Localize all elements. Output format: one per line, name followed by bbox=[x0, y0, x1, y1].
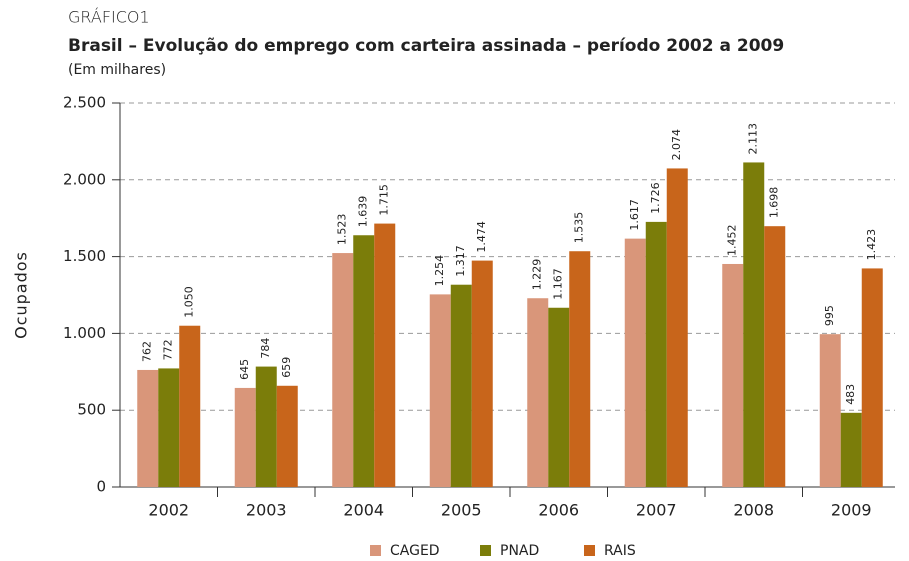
bar bbox=[840, 412, 862, 487]
bar bbox=[569, 251, 591, 487]
bar bbox=[527, 298, 549, 487]
bar bbox=[666, 168, 688, 487]
bar bbox=[450, 284, 472, 487]
value-label: 2.074 bbox=[670, 129, 683, 161]
value-label: 1.452 bbox=[726, 224, 739, 256]
value-label: 1.715 bbox=[378, 184, 391, 216]
legend-swatch bbox=[480, 545, 491, 556]
chart-kicker: GRÁFICO1 bbox=[68, 8, 150, 27]
bar bbox=[158, 368, 180, 487]
bar bbox=[471, 260, 493, 487]
y-tick-label: 2.500 bbox=[63, 94, 106, 112]
legend-label: PNAD bbox=[500, 543, 539, 559]
legend-swatch bbox=[584, 545, 595, 556]
legend-swatch bbox=[370, 545, 381, 556]
bar bbox=[429, 294, 451, 487]
bar bbox=[276, 385, 298, 487]
value-label: 483 bbox=[844, 384, 857, 405]
bar bbox=[332, 253, 354, 487]
bar bbox=[764, 226, 786, 487]
bar bbox=[137, 369, 159, 487]
value-label: 772 bbox=[162, 339, 175, 360]
bar bbox=[548, 307, 570, 487]
legend-label: RAIS bbox=[604, 543, 636, 559]
value-label: 1.317 bbox=[454, 245, 467, 277]
value-label: 645 bbox=[238, 359, 251, 380]
bar bbox=[819, 334, 841, 487]
value-label: 1.726 bbox=[649, 182, 662, 214]
bar bbox=[624, 238, 646, 487]
y-tick-label: 2.000 bbox=[63, 170, 106, 188]
value-label: 1.617 bbox=[628, 199, 641, 231]
value-label: 762 bbox=[141, 341, 154, 362]
value-label: 2.113 bbox=[747, 123, 760, 155]
chart-title: Brasil – Evolução do emprego com carteir… bbox=[68, 36, 784, 56]
bar bbox=[234, 387, 256, 487]
x-tick-label: 2002 bbox=[148, 501, 189, 520]
value-label: 659 bbox=[280, 357, 293, 378]
x-tick-label: 2003 bbox=[246, 501, 287, 520]
value-label: 1.229 bbox=[531, 259, 544, 291]
y-tick-label: 0 bbox=[96, 478, 106, 496]
x-tick-label: 2005 bbox=[441, 501, 482, 520]
bar bbox=[722, 263, 744, 487]
bar bbox=[645, 221, 667, 487]
x-tick-label: 2004 bbox=[343, 501, 384, 520]
bar bbox=[374, 223, 396, 488]
x-tick-label: 2007 bbox=[636, 501, 677, 520]
legend-label: CAGED bbox=[390, 543, 440, 559]
bar bbox=[743, 162, 765, 487]
value-label: 995 bbox=[823, 305, 836, 326]
value-label: 1.474 bbox=[475, 221, 488, 253]
value-label: 1.523 bbox=[336, 214, 349, 246]
x-tick-label: 2009 bbox=[831, 501, 872, 520]
y-tick-label: 1.500 bbox=[63, 247, 106, 265]
value-label: 1.167 bbox=[552, 268, 565, 300]
bar bbox=[179, 325, 201, 487]
value-label: 1.050 bbox=[183, 286, 196, 318]
chart-subtitle: (Em milhares) bbox=[68, 62, 166, 78]
value-label: 1.535 bbox=[573, 212, 586, 244]
bar bbox=[353, 235, 375, 487]
y-axis-label: Ocupados bbox=[12, 251, 31, 339]
y-tick-label: 1.000 bbox=[63, 324, 106, 342]
value-label: 784 bbox=[259, 338, 272, 359]
x-tick-label: 2006 bbox=[538, 501, 579, 520]
value-label: 1.639 bbox=[357, 196, 370, 228]
y-tick-label: 500 bbox=[77, 401, 106, 419]
value-label: 1.423 bbox=[865, 229, 878, 261]
bar bbox=[861, 268, 883, 487]
bar bbox=[255, 366, 277, 487]
value-label: 1.254 bbox=[433, 255, 446, 287]
value-label: 1.698 bbox=[768, 187, 781, 219]
x-tick-label: 2008 bbox=[733, 501, 774, 520]
